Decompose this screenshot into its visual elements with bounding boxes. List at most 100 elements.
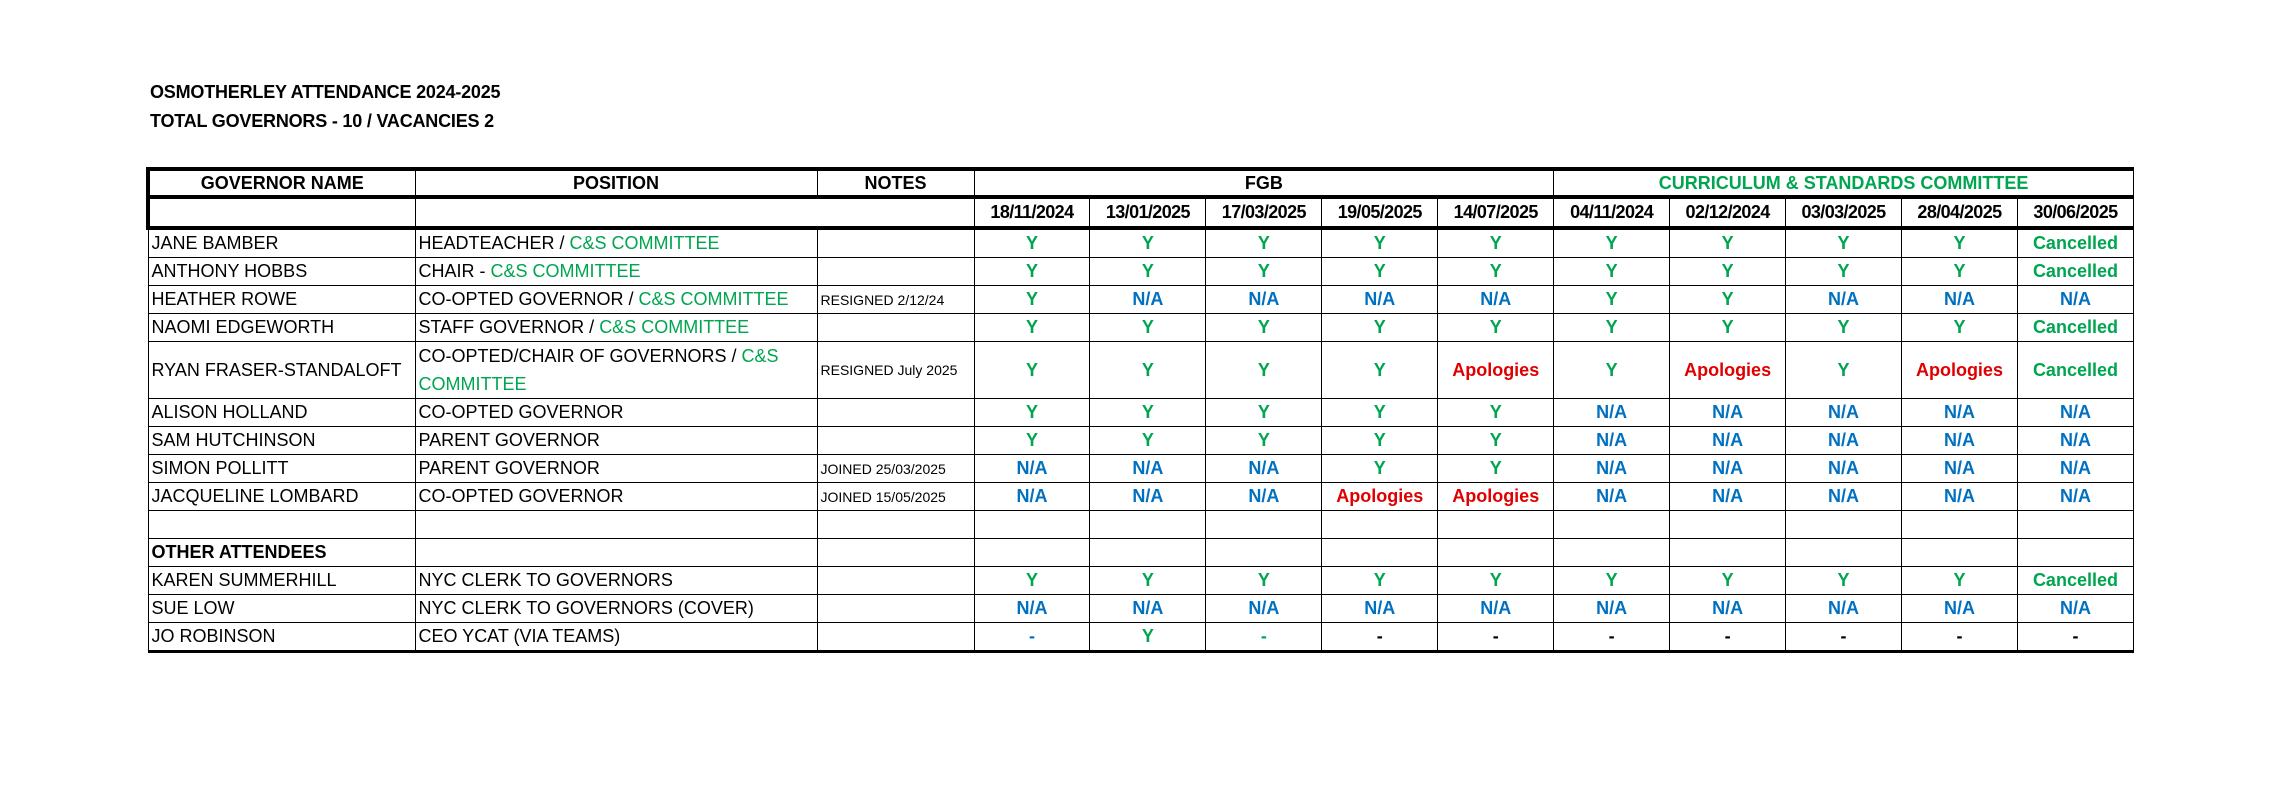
position-label: NYC CLERK TO GOVERNORS (COVER): [418, 598, 754, 618]
attendance-cell: Y: [1321, 313, 1439, 342]
table-row: JO ROBINSON CEO YCAT (VIA TEAMS) - Y - - - - - - -…: [147, 622, 2135, 653]
attendance-cell: -: [1553, 622, 1671, 653]
position-label: HEADTEACHER /: [418, 233, 570, 253]
attendance-cell: N/A: [1553, 482, 1671, 511]
attendance-cell: Cancelled: [2016, 313, 2135, 342]
attendance-cell: Y: [1901, 227, 2018, 258]
attendance-cell: N/A: [973, 594, 1091, 623]
date-header: 30/06/2025: [2016, 196, 2135, 230]
governor-name: KAREN SUMMERHILL: [147, 566, 416, 595]
attendance-cell: N/A: [1901, 285, 2018, 314]
notes: [816, 566, 975, 595]
attendance-cell: [1901, 510, 2018, 539]
date-header: 14/07/2025: [1437, 196, 1555, 230]
attendance-cell: N/A: [1901, 594, 2018, 623]
attendance-cell: Y: [1553, 285, 1671, 314]
attendance-cell: N/A: [1669, 482, 1787, 511]
header-fgb: FGB: [973, 167, 1555, 199]
table-row: [147, 510, 2135, 539]
attendance-cell: N/A: [1669, 426, 1787, 455]
notes: [816, 622, 975, 653]
attendance-cell: -: [1785, 622, 1902, 653]
governor-name: NAOMI EDGEWORTH: [147, 313, 416, 342]
position: NYC CLERK TO GOVERNORS (COVER): [414, 594, 818, 623]
position-label: CO-OPTED GOVERNOR: [418, 402, 624, 422]
attendance-cell: Y: [1437, 454, 1555, 483]
position-label: CO-OPTED GOVERNOR /: [418, 289, 639, 309]
position-label: NYC CLERK TO GOVERNORS: [418, 570, 673, 590]
attendance-cell: N/A: [1669, 454, 1787, 483]
committee-label: C&S COMMITTEE: [490, 261, 641, 281]
attendance-cell: [1553, 538, 1671, 567]
attendance-cell: Y: [1785, 227, 1902, 258]
attendance-cell: [1089, 510, 1207, 539]
attendance-cell: Y: [1321, 566, 1439, 595]
attendance-cell: Y: [1437, 313, 1555, 342]
attendance-cell: [2016, 538, 2135, 567]
notes: [816, 313, 975, 342]
header-blank: [146, 196, 416, 230]
table-row: HEATHER ROWE CO-OPTED GOVERNOR / C&S COMM…: [147, 285, 2135, 314]
attendance-cell: Y: [1553, 566, 1671, 595]
attendance-cell: [1669, 538, 1787, 567]
position-label: PARENT GOVERNOR: [418, 430, 600, 450]
notes: [816, 510, 975, 539]
attendance-cell: [973, 510, 1091, 539]
table-row: RYAN FRASER-STANDALOFT CO-OPTED/CHAIR OF …: [147, 341, 2135, 399]
date-header: 13/01/2025: [1089, 196, 1207, 230]
attendance-cell: Y: [1669, 313, 1787, 342]
attendance-cell: Cancelled: [2016, 566, 2135, 595]
notes: [816, 594, 975, 623]
attendance-cell: [1089, 538, 1207, 567]
attendance-cell: [1205, 510, 1323, 539]
attendance-cell: Y: [1089, 566, 1207, 595]
attendance-cell: Apologies: [1437, 341, 1555, 399]
attendance-cell: Y: [1089, 398, 1207, 427]
attendance-cell: Y: [1205, 398, 1323, 427]
attendance-cell: Y: [1901, 566, 2018, 595]
attendance-cell: Y: [1553, 227, 1671, 258]
position-label: CO-OPTED/CHAIR OF GOVERNORS /: [418, 346, 742, 366]
position: CO-OPTED GOVERNOR: [414, 398, 818, 427]
attendance-cell: N/A: [1785, 454, 1902, 483]
attendance-cell: Y: [1669, 227, 1787, 258]
attendance-cell: Y: [973, 426, 1091, 455]
notes: JOINED 15/05/2025: [816, 482, 975, 511]
attendance-cell: N/A: [1089, 285, 1207, 314]
position: [414, 538, 818, 567]
notes: [816, 426, 975, 455]
attendance-cell: Y: [1553, 313, 1671, 342]
position: PARENT GOVERNOR: [414, 426, 818, 455]
page-subtitle: TOTAL GOVERNORS - 10 / VACANCIES 2: [150, 111, 494, 131]
attendance-cell: N/A: [1785, 594, 1902, 623]
attendance-cell: [1785, 510, 1902, 539]
attendance-cell: N/A: [2016, 482, 2135, 511]
notes: [816, 398, 975, 427]
position: NYC CLERK TO GOVERNORS: [414, 566, 818, 595]
attendance-cell: Y: [973, 257, 1091, 286]
date-header-row: 18/11/2024 13/01/2025 17/03/2025 19/05/2025…: [146, 196, 2135, 230]
committee-label: C&S COMMITTEE: [599, 317, 750, 337]
notes: RESIGNED July 2025: [816, 341, 975, 399]
attendance-cell: Y: [1089, 426, 1207, 455]
date-header: 28/04/2025: [1901, 196, 2018, 230]
attendance-cell: Y: [1321, 227, 1439, 258]
attendance-cell: N/A: [1785, 398, 1902, 427]
attendance-cell: [1785, 538, 1902, 567]
attendance-cell: Y: [973, 398, 1091, 427]
attendance-cell: Apologies: [1321, 482, 1439, 511]
attendance-cell: Y: [973, 313, 1091, 342]
attendance-cell: N/A: [1553, 426, 1671, 455]
position: HEADTEACHER / C&S COMMITTEE: [414, 227, 818, 258]
attendance-cell: N/A: [1553, 594, 1671, 623]
attendance-cell: Y: [1205, 227, 1323, 258]
position: PARENT GOVERNOR: [414, 454, 818, 483]
attendance-cell: [2016, 510, 2135, 539]
position: CO-OPTED/CHAIR OF GOVERNORS / C&S COMMIT…: [414, 341, 818, 399]
position-label: PARENT GOVERNOR: [418, 458, 600, 478]
attendance-cell: Y: [1669, 257, 1787, 286]
attendance-cell: -: [2016, 622, 2135, 653]
attendance-cell: [1901, 538, 2018, 567]
attendance-cell: Y: [1785, 257, 1902, 286]
committee-label: C&S COMMITTEE: [638, 289, 789, 309]
